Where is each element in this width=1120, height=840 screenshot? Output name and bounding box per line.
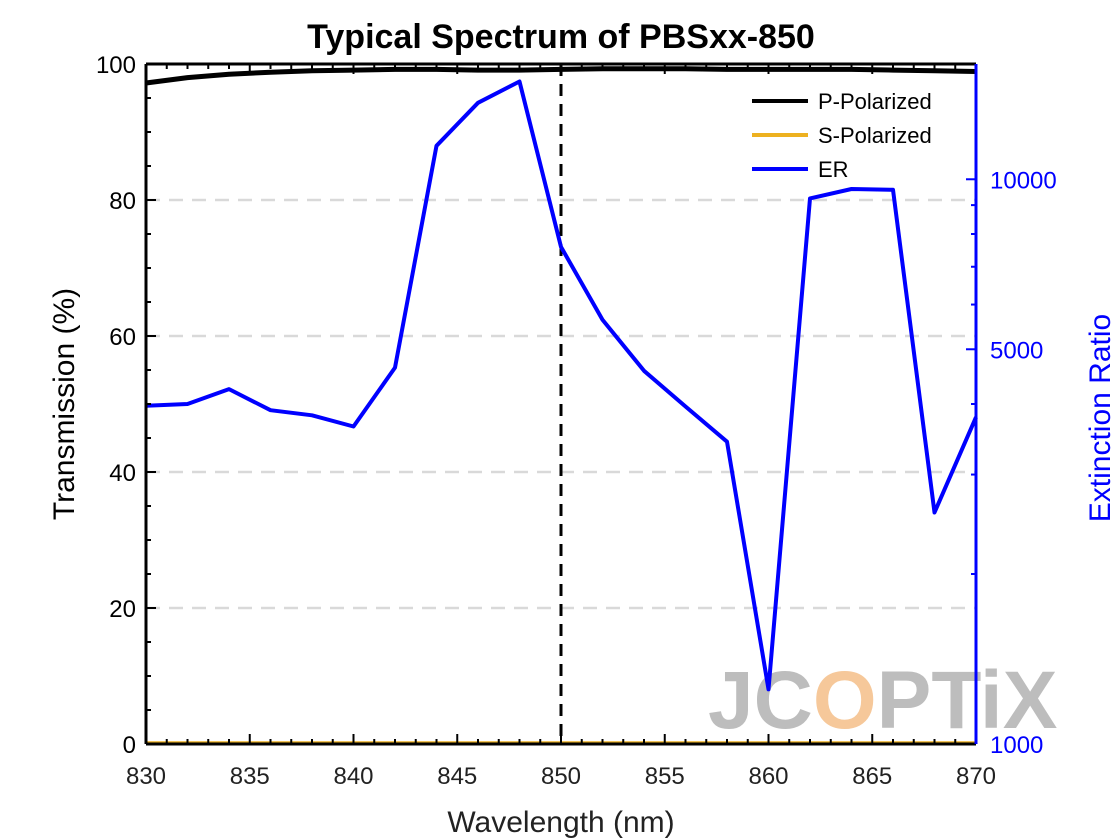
legend-label-s-polarized: S-Polarized	[818, 123, 932, 148]
watermark-part-1: JC	[708, 655, 813, 746]
series-line-er	[145, 79, 978, 692]
legend-label-p-polarized: P-Polarized	[818, 89, 932, 114]
y-left-tick-label: 0	[123, 732, 136, 759]
tick-labels: 830 835 840 845 850 855 860 865 870 0 20 40 60 80 100 1…	[96, 52, 1057, 790]
y-left-tick-label: 100	[96, 52, 136, 79]
x-tick-label: 835	[230, 763, 270, 790]
y-left-axis-label: Transmission (%)	[48, 288, 81, 520]
watermark-part-2: O	[813, 655, 877, 746]
y-left-tick-label: 80	[109, 188, 136, 215]
x-tick-label: 860	[748, 763, 788, 790]
x-tick-label: 850	[541, 763, 581, 790]
y-right-tick-label: 5000	[990, 337, 1043, 364]
x-tick-label: 855	[645, 763, 685, 790]
x-tick-label: 840	[333, 763, 373, 790]
y-left-tick-label: 20	[109, 596, 136, 623]
x-tick-label: 830	[126, 763, 166, 790]
x-tick-label: 870	[956, 763, 996, 790]
y-right-tick-label: 10000	[990, 167, 1057, 194]
jcoptix-watermark: JCOPTiX	[708, 655, 1057, 746]
y-left-tick-label: 40	[109, 460, 136, 487]
y-right-axis-label: Extinction Ratio	[1084, 314, 1117, 522]
watermark-part-3: PTiX	[877, 655, 1058, 746]
legend-label-er: ER	[818, 157, 849, 182]
x-tick-label: 865	[852, 763, 892, 790]
watermark-text: JCOPTiX	[708, 655, 1057, 746]
x-tick-label: 845	[437, 763, 477, 790]
y-left-tick-label: 60	[109, 324, 136, 351]
x-axis-label: Wavelength (nm)	[447, 806, 674, 839]
chart-title: Typical Spectrum of PBSxx-850	[307, 18, 815, 56]
legend: P-Polarized S-Polarized ER	[752, 89, 932, 182]
y-right-tick-label: 1000	[990, 732, 1043, 759]
